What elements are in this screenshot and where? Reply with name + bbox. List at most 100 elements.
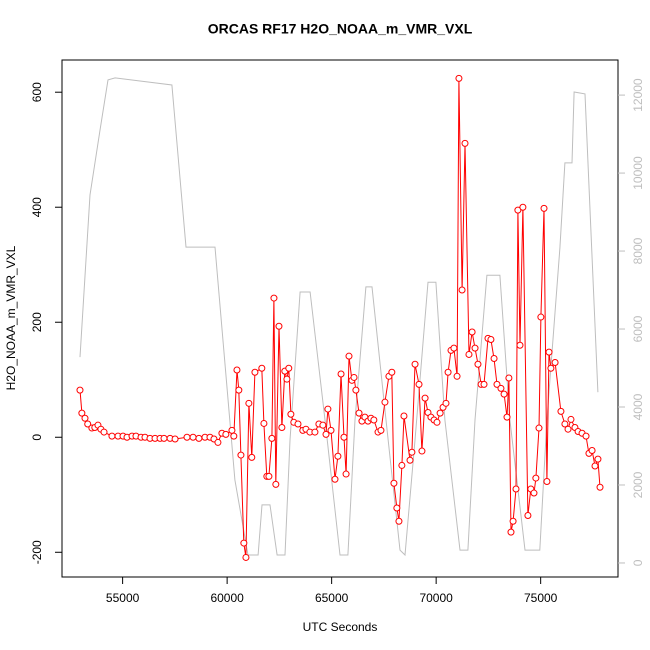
data-point (487, 335, 495, 343)
x-axis-label: UTC Seconds (303, 620, 378, 634)
data-point (268, 434, 276, 442)
data-point (327, 426, 335, 434)
data-point (395, 517, 403, 525)
data-point (519, 203, 527, 211)
data-point (245, 399, 253, 407)
data-point (582, 432, 590, 440)
data-point (436, 409, 444, 417)
data-point (285, 364, 293, 372)
data-point (524, 511, 532, 519)
data-point (393, 504, 401, 512)
data-point (400, 412, 408, 420)
data-point (222, 430, 230, 438)
data-point (471, 344, 479, 352)
data-point (388, 368, 396, 376)
data-point (240, 539, 248, 547)
data-point (322, 430, 330, 438)
y-axis-label: H2O_NOAA_m_VMR_VXL (4, 245, 18, 390)
data-point (78, 409, 86, 417)
data-point (468, 328, 476, 336)
series-line (79, 77, 599, 557)
x-tick-label: 75000 (524, 591, 558, 605)
data-point (540, 204, 548, 212)
x-tick-label: 55000 (106, 591, 140, 605)
data-point (228, 426, 236, 434)
data-point (490, 354, 498, 362)
data-point (214, 438, 222, 446)
data-point (272, 480, 280, 488)
data-point (591, 462, 599, 470)
data-point (450, 344, 458, 352)
y2-tick-label: 0 (631, 559, 645, 566)
data-point (283, 375, 291, 383)
data-point (474, 360, 482, 368)
y-tick-label: 600 (30, 82, 44, 102)
data-point (500, 390, 508, 398)
data-point (355, 409, 363, 417)
data-point (503, 413, 511, 421)
data-point (406, 456, 414, 464)
data-point (233, 366, 241, 374)
data-point (108, 432, 116, 440)
plot-frame (61, 59, 619, 578)
y2-tick-label: 12000 (631, 78, 645, 112)
data-point (160, 434, 168, 442)
data-point (596, 483, 604, 491)
y2-tick-label: 6000 (631, 315, 645, 342)
data-point (418, 447, 426, 455)
data-point (480, 380, 488, 388)
data-point (537, 313, 545, 321)
data-point (258, 364, 266, 372)
data-point (350, 373, 358, 381)
data-point (514, 206, 522, 214)
data-point (567, 415, 575, 423)
data-point (337, 370, 345, 378)
data-point (564, 425, 572, 433)
data-point (237, 451, 245, 459)
data-point (505, 374, 513, 382)
data-point (516, 341, 524, 349)
data-point (588, 446, 596, 454)
y2-tick-label: 10000 (631, 156, 645, 190)
y-tick-label: 400 (30, 197, 44, 217)
data-point (594, 455, 602, 463)
data-point (81, 414, 89, 422)
data-point (532, 474, 540, 482)
data-point (493, 380, 501, 388)
data-point (497, 384, 505, 392)
data-point (535, 424, 543, 432)
y2-tick-label: 4000 (631, 393, 645, 420)
data-point (342, 470, 350, 478)
x-tick-label: 60000 (210, 591, 244, 605)
data-point (189, 433, 197, 441)
data-point (543, 478, 551, 486)
data-point (195, 434, 203, 442)
data-point (76, 386, 84, 394)
data-point (377, 426, 385, 434)
data-point (509, 517, 517, 525)
data-point (561, 420, 569, 428)
data-point (530, 489, 538, 497)
data-point (331, 475, 339, 483)
data-point (287, 410, 295, 418)
chart-title: ORCAS RF17 H2O_NOAA_m_VMR_VXL (208, 21, 473, 37)
y2-tick-label: 2000 (631, 471, 645, 498)
data-point (324, 405, 332, 413)
data-point (557, 407, 565, 415)
data-point (242, 553, 250, 561)
data-point (294, 420, 302, 428)
data-point (444, 368, 452, 376)
data-point (398, 461, 406, 469)
data-point (248, 453, 256, 461)
data-point (455, 74, 463, 82)
data-point (352, 386, 360, 394)
data-point (461, 139, 469, 147)
y-tick-label: -200 (30, 540, 44, 564)
y-tick-label: 0 (30, 434, 44, 441)
data-point (433, 418, 441, 426)
data-point (465, 350, 473, 358)
y2-tick-label: 8000 (631, 237, 645, 264)
x-tick-label: 70000 (419, 591, 453, 605)
